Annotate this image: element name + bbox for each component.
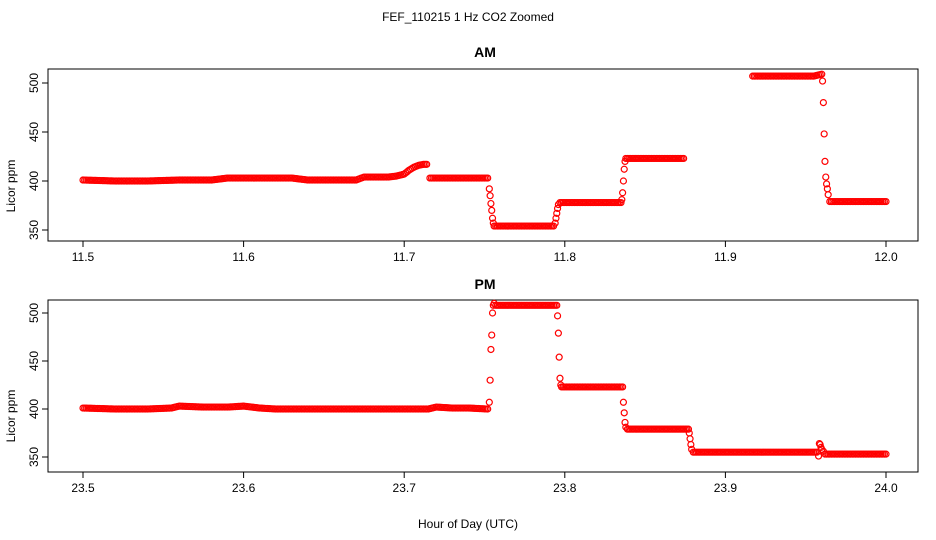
data-point (618, 196, 626, 204)
data-point (552, 214, 560, 222)
data-point (818, 70, 826, 78)
panel-am: AM Licor ppm 11.5 11.6 11.7 11.8 11.9 12.0 350… (4, 44, 919, 264)
data-point (486, 376, 494, 384)
data-point (620, 409, 628, 417)
data-point (484, 405, 492, 413)
data-point (485, 398, 493, 406)
data-point (821, 157, 829, 165)
data-point (485, 185, 493, 193)
data-point (488, 309, 497, 317)
data-point (488, 206, 496, 214)
data-point (882, 450, 890, 458)
panel-title-am: AM (474, 44, 496, 60)
data-point (617, 198, 625, 207)
data-point (554, 329, 562, 337)
data-point (488, 214, 497, 222)
x-tick-label: 23.6 (232, 481, 256, 495)
data-point (621, 418, 629, 427)
data-point (619, 177, 628, 185)
x-tick-label: 11.6 (232, 250, 255, 264)
axis-ticks-pm: 23.5 23.6 23.7 23.8 23.9 24.0 350 400 450 500 (27, 303, 898, 495)
panel-title-pm: PM (475, 276, 496, 292)
x-tick-label: 12.0 (874, 250, 898, 264)
y-axis-label-am: Licor ppm (4, 160, 18, 213)
plot-frame-pm (47, 299, 919, 473)
figure-title: FEF_110215 1 Hz CO2 Zoomed (382, 10, 554, 24)
y-tick-label: 450 (27, 351, 41, 371)
data-point (553, 209, 561, 217)
panel-pm: PM Licor ppm 23.5 23.6 23.7 23.8 23.9 24.0 350… (4, 276, 919, 495)
data-point (555, 353, 563, 361)
data-point (484, 174, 492, 182)
data-point (818, 445, 826, 453)
data-point (822, 173, 830, 181)
x-tick-label: 23.9 (714, 481, 738, 495)
y-tick-label: 400 (27, 171, 41, 191)
data-point (814, 452, 823, 460)
data-point (619, 383, 627, 391)
data-point (819, 98, 827, 107)
x-tick-label: 11.8 (554, 250, 577, 264)
y-tick-label: 500 (27, 303, 41, 323)
data-point (488, 331, 496, 339)
x-tick-label: 11.7 (393, 250, 416, 264)
x-tick-label: 24.0 (874, 481, 898, 495)
data-point (553, 301, 561, 309)
axis-ticks-am: 11.5 11.6 11.7 11.8 11.9 12.0 350 400 450 500 (27, 73, 898, 264)
data-point (815, 439, 823, 448)
data-point (816, 440, 824, 449)
data-point (556, 374, 564, 382)
data-point (619, 189, 627, 197)
data-point (882, 197, 890, 206)
plot-frame-am (47, 68, 919, 242)
data-point (487, 199, 495, 208)
data-point (824, 191, 832, 199)
data-point (820, 130, 828, 138)
y-tick-label: 500 (27, 73, 41, 93)
data-points-am (79, 70, 890, 230)
data-point (684, 425, 693, 433)
data-point (822, 180, 831, 188)
data-point (486, 192, 494, 200)
x-tick-label: 11.5 (72, 250, 95, 264)
data-points-pm (79, 299, 890, 460)
x-tick-label: 23.7 (393, 481, 417, 495)
data-point (620, 165, 628, 173)
data-point (551, 219, 559, 227)
x-tick-label: 23.8 (553, 481, 577, 495)
data-point (553, 312, 562, 320)
y-tick-label: 350 (27, 220, 41, 240)
data-point (553, 204, 562, 213)
data-point (686, 435, 694, 443)
x-tick-label: 23.5 (71, 481, 95, 495)
data-point (619, 398, 628, 406)
data-point (423, 160, 431, 168)
y-axis-label-pm: Licor ppm (4, 390, 18, 443)
y-tick-label: 350 (27, 447, 41, 467)
y-tick-label: 400 (27, 399, 41, 419)
x-tick-label: 11.9 (714, 250, 737, 264)
data-point (680, 154, 688, 163)
data-point (687, 440, 695, 449)
data-point (818, 77, 827, 85)
y-tick-label: 450 (27, 122, 41, 142)
data-point (487, 345, 495, 354)
x-axis-label: Hour of Day (UTC) (418, 517, 518, 531)
